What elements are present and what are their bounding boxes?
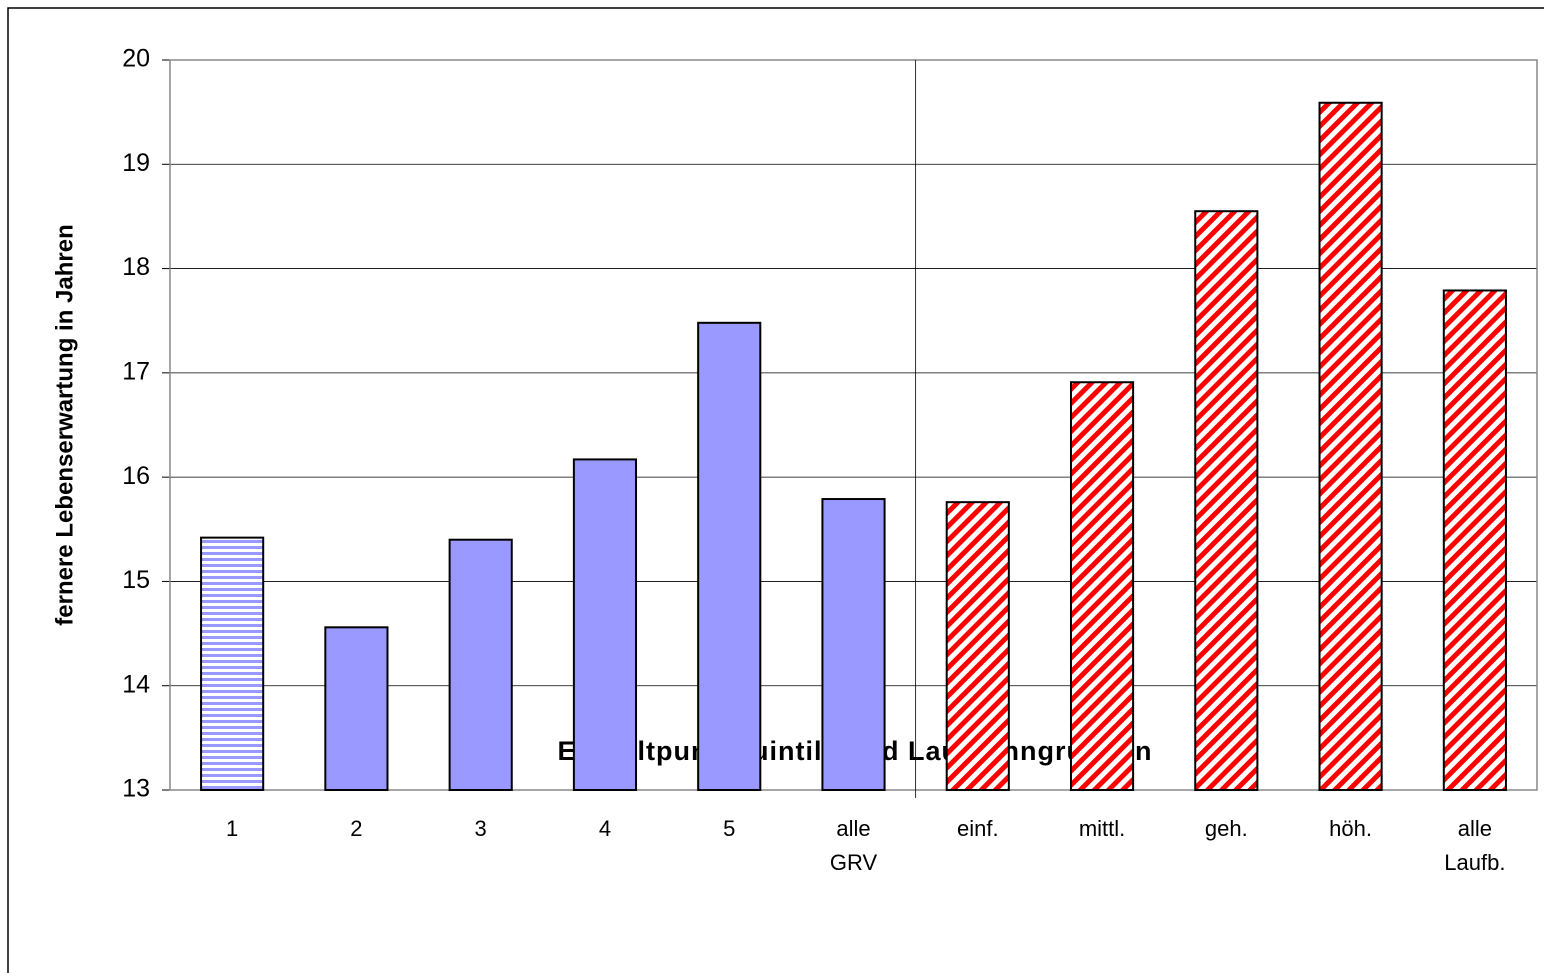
bar [200,536,265,792]
x-tick-label: 3 [475,816,487,841]
x-tick-label: 4 [599,816,611,841]
frame [7,7,1544,973]
bar [697,321,762,791]
x-tick-label: geh. [1205,816,1248,841]
y-tick-label: 18 [122,253,150,281]
bar [1194,210,1259,791]
x-tick-label: 2 [350,816,362,841]
bar [1442,289,1507,791]
y-tick-label: 16 [122,462,150,490]
bar [448,538,513,792]
x-tick-label: alle Laufb. [1444,816,1505,875]
bar [945,501,1010,791]
x-tick-label: höh. [1329,816,1372,841]
x-tick-label: einf. [957,816,999,841]
x-tick-label: 1 [226,816,238,841]
y-tick-label: 20 [122,45,150,73]
y-tick-label: 15 [122,566,150,594]
x-tick-label: alle GRV [830,816,878,875]
x-tick-label: mittl. [1079,816,1125,841]
y-tick-label: 19 [122,149,150,177]
y-tick-label: 14 [122,670,150,698]
bar [572,458,638,791]
y-tick-label: 17 [122,357,150,385]
bar [1069,381,1135,791]
x-tick-label: 5 [723,816,735,841]
y-tick-label: 13 [122,775,150,803]
bar [324,626,389,791]
bar [1318,101,1383,791]
bar [821,498,886,791]
y-axis-title: fernere Lebenserwartung in Jahren [51,224,78,625]
